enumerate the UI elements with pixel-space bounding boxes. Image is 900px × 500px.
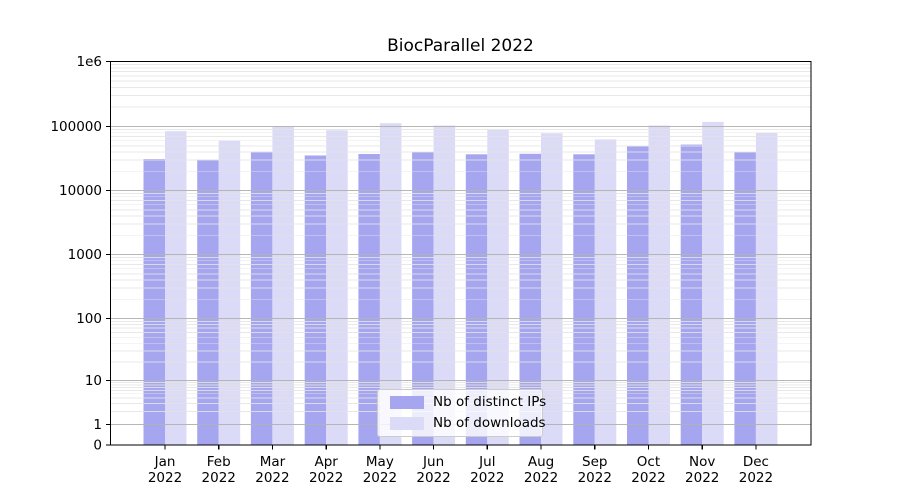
bar-feb-downloads xyxy=(218,140,241,445)
legend: Nb of distinct IPs Nb of downloads xyxy=(377,389,546,437)
y-tick-label: 1000 xyxy=(68,247,102,263)
bar-mar-downloads xyxy=(272,126,294,446)
x-tick-label: Nov 2022 xyxy=(685,454,719,486)
bar-apr-distinct-ips xyxy=(304,155,327,445)
chart-title: BiocParallel 2022 xyxy=(387,36,534,56)
bar-sep-downloads xyxy=(594,139,617,445)
x-tick-label: Aug 2022 xyxy=(524,454,558,486)
legend-swatch-distinct-ips xyxy=(390,396,424,410)
bar-feb-distinct-ips xyxy=(197,159,219,445)
bar-jan-distinct-ips xyxy=(143,159,165,445)
x-tick-label: Dec 2022 xyxy=(739,454,773,486)
x-tick-label: Mar 2022 xyxy=(255,454,289,486)
x-tick-label: Jan 2022 xyxy=(148,454,182,486)
y-tick-label: 10000 xyxy=(59,183,102,199)
x-tick-label: Jun 2022 xyxy=(416,454,450,486)
bar-sep-distinct-ips xyxy=(573,154,595,446)
bar-jun-downloads xyxy=(433,125,456,445)
bar-may-downloads xyxy=(379,123,402,445)
x-tick-label: Jul 2022 xyxy=(470,454,504,486)
bar-mar-distinct-ips xyxy=(250,151,273,446)
y-tick-label: 100 xyxy=(76,311,102,327)
x-tick-label: Feb 2022 xyxy=(202,454,236,486)
bar-nov-downloads xyxy=(702,121,724,446)
legend-swatch-downloads xyxy=(390,416,424,430)
legend-label: Nb of downloads xyxy=(433,414,546,431)
legend-item: Nb of distinct IPs xyxy=(390,395,546,410)
y-tick-label: 100000 xyxy=(50,119,102,135)
y-tick-label: 10 xyxy=(85,373,102,389)
bar-nov-distinct-ips xyxy=(680,144,703,445)
bar-oct-distinct-ips xyxy=(627,146,649,446)
bar-dec-distinct-ips xyxy=(734,152,756,445)
y-tick-label: 0 xyxy=(93,438,102,454)
bar-oct-downloads xyxy=(648,125,670,445)
x-tick-label: May 2022 xyxy=(363,454,397,486)
x-tick-label: Apr 2022 xyxy=(309,454,343,486)
bar-aug-downloads xyxy=(541,133,563,445)
legend-label: Nb of distinct IPs xyxy=(433,394,547,410)
x-tick-label: Sep 2022 xyxy=(578,454,612,486)
bar-jul-distinct-ips xyxy=(465,154,488,446)
legend-item: Nb of downloads xyxy=(390,416,546,431)
axes-spines xyxy=(109,60,812,446)
bar-jun-distinct-ips xyxy=(412,152,434,445)
bar-dec-downloads xyxy=(755,132,778,445)
x-tick-label: Oct 2022 xyxy=(631,454,665,486)
y-tick-label: 1e6 xyxy=(77,54,102,70)
y-tick-label: 1 xyxy=(93,417,102,433)
bar-jul-downloads xyxy=(487,130,509,445)
